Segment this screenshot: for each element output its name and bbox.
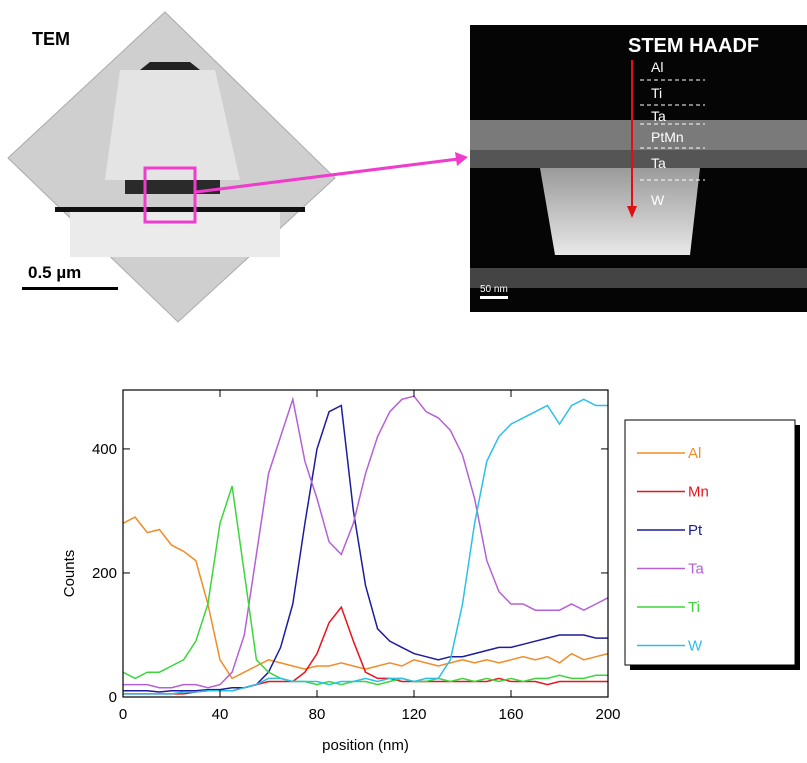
layer-label: Ta [651, 155, 666, 171]
series-line [123, 395, 609, 689]
stem-scale-label: 50 nm [480, 284, 508, 295]
layer-label: Ti [651, 85, 662, 101]
legend-label: Pt [688, 522, 703, 539]
tem-panel: TEM 0.5 µm [7, 11, 468, 323]
scan-arrow-head [627, 206, 637, 218]
x-tick-label: 0 [119, 706, 127, 723]
layer-label: PtMn [651, 129, 684, 145]
stem-label: STEM HAADF [628, 35, 759, 57]
legend-label: Mn [688, 484, 709, 501]
series-line [122, 516, 609, 680]
legend-label: W [688, 638, 703, 655]
zoom-arrow [195, 157, 459, 194]
series-line [123, 404, 608, 693]
layer-label: W [651, 192, 665, 208]
x-tick-label: 40 [212, 706, 229, 723]
stem-scale-bar [480, 296, 508, 299]
stem-panel: STEM HAADF Al Ti Ta PtMn Ta W 50 nm [470, 25, 807, 312]
legend-label: Ta [688, 561, 705, 578]
tem-selection [143, 166, 197, 224]
stem-layer [470, 150, 807, 168]
layer-label: Al [651, 59, 663, 75]
tem-structure [105, 70, 240, 180]
y-axis-label: Counts [61, 550, 78, 598]
x-tick-label: 120 [401, 706, 426, 723]
series-line [122, 485, 608, 686]
y-tick-label: 200 [92, 565, 117, 582]
y-tick-label: 400 [92, 441, 117, 458]
plot-frame [122, 389, 609, 698]
tem-line [55, 207, 305, 212]
x-axis-label: position (nm) [322, 737, 409, 754]
legend-label: Ti [688, 599, 700, 616]
tem-scale-bar [22, 287, 118, 290]
stem-layer [470, 268, 807, 288]
x-tick-label: 80 [309, 706, 326, 723]
line-chart: 0 40 80 120 160 200 0 200 400 position (nm) Counts… [61, 389, 800, 754]
legend-label: Al [688, 445, 701, 462]
x-tick-label: 200 [595, 706, 620, 723]
legend [624, 419, 796, 666]
tem-scale-label: 0.5 µm [28, 263, 81, 282]
tem-label: TEM [32, 29, 70, 49]
stem-layer [470, 120, 807, 150]
series-line [123, 398, 608, 695]
layer-label: Ta [651, 108, 666, 124]
stem-via [540, 168, 700, 255]
zoom-arrow-head [455, 152, 468, 166]
tem-substrate [70, 212, 280, 257]
x-tick-label: 160 [498, 706, 523, 723]
tem-cap [140, 62, 200, 70]
layer-boundaries [640, 79, 705, 181]
y-tick-label: 0 [109, 689, 117, 706]
